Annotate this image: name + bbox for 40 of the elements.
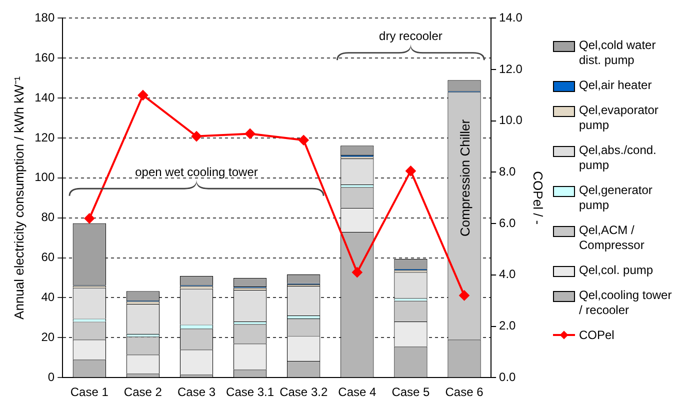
legend-label: Qel,cooling tower / recooler [579, 288, 673, 318]
y-tick-label: 0 [48, 370, 55, 384]
annotation: Compression Chiller [457, 118, 472, 236]
y-tick-label: 80 [41, 210, 55, 224]
y2-tick-label: 6.0 [499, 216, 516, 230]
annotation: open wet cooling tower [135, 164, 258, 179]
x-tick-label: Case 1 [70, 385, 109, 400]
y-tick-label: 20 [41, 330, 55, 344]
y2-tick-label: 8.0 [499, 164, 516, 179]
x-tick-label: Case 3 [177, 385, 216, 400]
annotation: dry recooler [379, 29, 442, 44]
y-tick-label: 160 [34, 50, 55, 64]
y2-tick-label: 0.0 [499, 370, 516, 384]
x-tick-label: Case 3.2 [280, 385, 328, 400]
x-tick-label: Case 3.1 [226, 385, 274, 400]
x-tick-label: Case 6 [445, 385, 484, 400]
y2-tick-label: 14.0 [499, 10, 523, 25]
y2-tick-label: 4.0 [499, 267, 516, 282]
x-tick-label: Case 4 [338, 385, 376, 400]
legend-label: COPel [579, 328, 614, 343]
y-axis-title: Annual electricity consumption / kWh kW⁻¹ [11, 76, 26, 320]
y-tick-label: 60 [41, 250, 55, 264]
legend-label: Qel,ACM / Compressor [579, 223, 646, 253]
x-tick-label: Case 5 [392, 385, 430, 400]
legend-label: Qel,abs./cond. pump [579, 143, 658, 173]
x-tick-label: Case 2 [124, 385, 162, 400]
legend-label: Qel,col. pump [579, 263, 654, 278]
y2-tick-label: 10.0 [499, 113, 523, 128]
legend-label: Qel,air heater [579, 78, 652, 93]
y-tick-label: 120 [34, 130, 55, 144]
y-tick-label: 100 [34, 170, 55, 184]
legend-label: Qel,cold water dist. pump [579, 38, 657, 68]
y-tick-label: 140 [34, 90, 55, 104]
y2-tick-label: 2.0 [499, 318, 516, 333]
y-tick-label: 40 [41, 290, 55, 304]
legend-label: Qel,evaporator pump [579, 103, 660, 133]
y-tick-label: 180 [34, 10, 55, 25]
legend-label: Qel,generator pump [579, 183, 654, 213]
y2-tick-label: 12.0 [499, 62, 523, 76]
y2-axis-title: COPel / - [530, 171, 546, 225]
